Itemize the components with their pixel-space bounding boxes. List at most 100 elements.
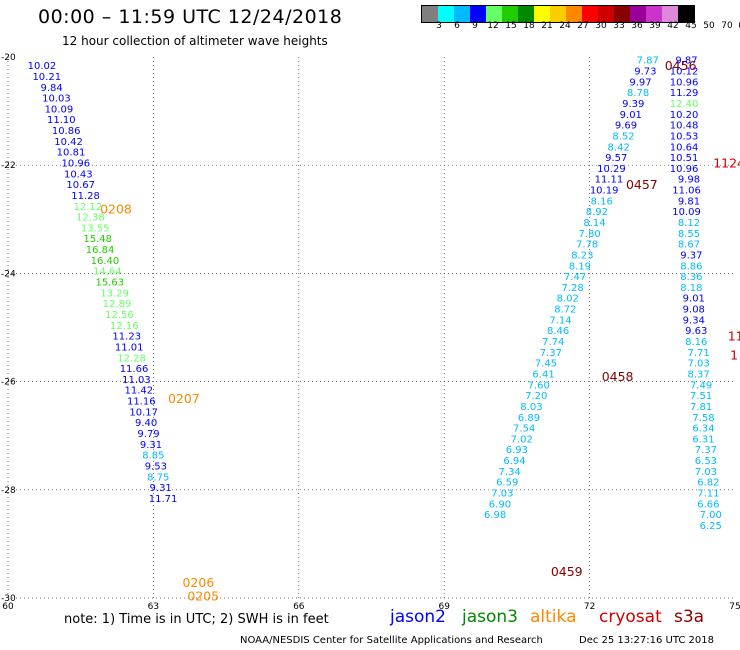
wave-height-value: 8.72 [554, 305, 576, 316]
wave-height-value: 9.01 [683, 294, 705, 305]
scale-swatch-6 [518, 6, 534, 22]
wave-height-value: 10.48 [670, 121, 699, 132]
wave-height-value: 7.03 [695, 467, 717, 478]
wave-height-value: 6.59 [496, 478, 518, 489]
wave-height-value: 9.39 [622, 99, 644, 110]
time-label: 0457 [626, 177, 658, 192]
wave-height-value: 8.37 [688, 369, 710, 380]
wave-height-value: 15.63 [95, 278, 124, 289]
time-label: 0207 [168, 391, 200, 406]
wave-height-value: 12.16 [110, 321, 139, 332]
scale-label: 70 [721, 21, 733, 31]
wave-height-value: 7.00 [700, 510, 722, 521]
wave-height-value: 8.02 [557, 294, 579, 305]
wave-height-value: 7.81 [690, 402, 712, 413]
page-title: 00:00 – 11:59 UTC 12/24/2018 [38, 6, 343, 28]
wave-height-value: 9.87 [675, 56, 697, 67]
wave-height-value: 8.36 [680, 272, 702, 283]
wave-height-value: 11.01 [115, 342, 144, 353]
wave-height-value: 10.03 [42, 94, 71, 105]
scale-swatch-9 [566, 6, 582, 22]
scale-label: 18 [523, 21, 535, 31]
x-tick-label: 69 [438, 602, 450, 610]
wave-height-value: 7.11 [697, 489, 719, 500]
wave-height-value: 7.58 [692, 413, 714, 424]
wave-height-value: 10.09 [45, 104, 74, 115]
y-tick-label: -22 [1, 161, 16, 171]
wave-height-value: 10.02 [28, 61, 57, 72]
wave-height-value: 9.08 [683, 305, 705, 316]
scale-swatch-10 [582, 6, 598, 22]
time-label: 0458 [602, 369, 634, 384]
wave-height-value: 8.67 [678, 240, 700, 251]
scale-swatch-2 [454, 6, 470, 22]
scale-swatch-0 [422, 6, 438, 22]
wave-height-value: 7.14 [549, 315, 571, 326]
y-tick-label: -24 [1, 269, 16, 279]
wave-height-value: 11.71 [149, 494, 178, 505]
wave-height-value: 12.12 [74, 202, 103, 213]
x-tick-label: 75 [729, 602, 740, 610]
wave-height-value: 12.40 [670, 99, 699, 110]
time-label: 1124 [713, 155, 740, 170]
wave-height-value: 10.64 [670, 142, 699, 153]
time-label: 1 [730, 348, 738, 363]
wave-height-value: 9.63 [685, 326, 707, 337]
wave-height-value: 8.75 [147, 472, 169, 483]
wave-height-map: 60 63 66 69 72 75 -20 -22 -24 -26 -28 -30 10.0210.21… [1, 53, 740, 610]
footnote: note: 1) Time is in UTC; 2) SWH is in fe… [64, 612, 329, 627]
generated-timestamp: Dec 25 13:27:16 UTC 2018 [579, 635, 714, 646]
credit-line: NOAA/NESDIS Center for Satellite Applica… [240, 635, 543, 646]
wave-height-value: 11.66 [120, 364, 149, 375]
wave-height-value: 11.11 [595, 175, 624, 186]
scale-label: 50 [703, 21, 715, 31]
scale-label: 24 [559, 21, 571, 31]
wave-height-value: 9.98 [678, 175, 700, 186]
wave-height-value: 8.19 [569, 261, 591, 272]
wave-height-value: 12.38 [76, 213, 105, 224]
wave-height-value: 7.03 [688, 359, 710, 370]
scale-swatch-1 [438, 6, 454, 22]
wave-height-value: 9.31 [150, 483, 172, 494]
wave-height-value: 9.57 [605, 153, 627, 164]
wave-height-value: 6.82 [697, 478, 719, 489]
wave-height-value: 7.78 [576, 240, 598, 251]
scale-swatch-8 [550, 6, 566, 22]
wave-height-value: 6.89 [518, 413, 540, 424]
wave-height-value: 7.80 [578, 229, 600, 240]
scale-swatch-16 [678, 6, 694, 22]
wave-height-value: 10.67 [66, 180, 95, 191]
legend-jason3: jason3 [462, 607, 518, 627]
wave-height-value: 9.31 [140, 440, 162, 451]
y-tick-label: -20 [1, 53, 16, 63]
legend-altika: altika [530, 607, 577, 627]
wave-height-value: 8.55 [678, 229, 700, 240]
scale-label: 6 [454, 21, 460, 31]
wave-height-value: 8.23 [571, 250, 593, 261]
y-tick-label: -26 [1, 378, 16, 388]
scale-swatch-5 [502, 6, 518, 22]
wave-height-value: 7.49 [690, 380, 712, 391]
wave-height-value: 8.92 [586, 207, 608, 218]
wave-height-value: 10.09 [672, 207, 701, 218]
wave-height-value: 11.16 [127, 397, 156, 408]
wave-height-value: 10.96 [670, 164, 699, 175]
wave-height-value: 6.66 [697, 499, 719, 510]
wave-height-value: 12.89 [103, 299, 132, 310]
wave-height-value: 10.19 [590, 186, 619, 197]
wave-height-value: 10.17 [129, 407, 158, 418]
wave-height-value: 6.34 [692, 424, 714, 435]
wave-height-value: 7.45 [535, 359, 557, 370]
wave-height-value: 6.53 [695, 456, 717, 467]
wave-height-value: 7.37 [695, 445, 717, 456]
wave-height-value: 7.87 [637, 56, 659, 67]
wave-height-value: 9.37 [680, 250, 702, 261]
wave-height-value: 13.55 [81, 223, 110, 234]
wave-height-value: 6.94 [503, 456, 525, 467]
wave-height-value: 11.23 [112, 332, 141, 343]
scale-swatch-4 [486, 6, 502, 22]
wave-height-value: 10.43 [64, 169, 93, 180]
wave-height-value: 8.78 [627, 88, 649, 99]
wave-height-value: 8.18 [680, 283, 702, 294]
